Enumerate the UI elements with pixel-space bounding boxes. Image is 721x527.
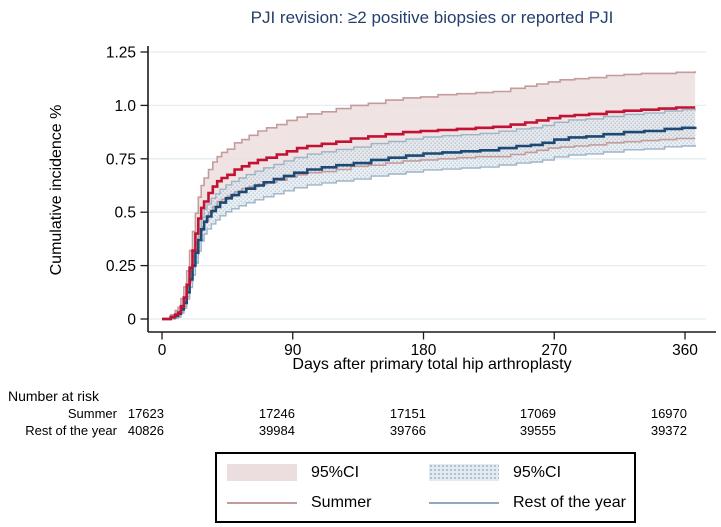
summer-curve	[162, 106, 696, 321]
y-axis-title: Cumulative incidence %	[48, 104, 65, 276]
y-tick-label: 0	[127, 312, 136, 329]
x-tick-label: 360	[672, 342, 698, 359]
risk-value: 40826	[127, 423, 164, 438]
y-tick-label: 1.0	[114, 98, 136, 115]
legend: 95%CI 95%CI Summer Rest of the year	[215, 452, 636, 523]
legend-label: 95%CI	[311, 463, 360, 481]
legend-swatch-summer-ci	[227, 464, 297, 481]
legend-line-rest	[429, 501, 499, 504]
x-tick-label: 180	[411, 342, 437, 359]
y-tick-label: 0.75	[106, 151, 136, 168]
x-tick-label: 270	[541, 342, 567, 359]
x-axis-title: Days after primary total hip arthroplast…	[292, 356, 572, 373]
risk-value: 17246	[258, 406, 295, 421]
risk-row-label: Rest of the year	[25, 423, 117, 438]
y-tick-label: 1.25	[106, 45, 136, 62]
legend-label: 95%CI	[513, 463, 562, 481]
legend-label: Summer	[311, 493, 372, 511]
rest-ci-band	[162, 108, 696, 319]
risk-value: 39372	[650, 423, 687, 438]
risk-row-label: Summer	[67, 406, 117, 421]
risk-value: 39555	[519, 423, 556, 438]
summer-ci-upper-edge	[162, 71, 696, 320]
risk-value: 17069	[519, 406, 556, 421]
legend-swatch-rest-ci	[429, 464, 499, 481]
risk-value: 39984	[258, 423, 295, 438]
x-tick-label: 90	[284, 342, 302, 359]
risk-value: 17623	[127, 406, 164, 421]
risk-value: 39766	[389, 423, 426, 438]
legend-label: Rest of the year	[513, 493, 626, 511]
chart-title: PJI revision: ≥2 positive biopsies or re…	[250, 8, 614, 27]
legend-line-summer	[227, 501, 297, 504]
risk-value: 17151	[389, 406, 426, 421]
y-tick-label: 0.25	[106, 258, 136, 275]
risk-value: 16970	[650, 406, 687, 421]
y-tick-label: 0.5	[114, 205, 136, 222]
risk-table-heading: Number at risk	[8, 388, 100, 404]
x-tick-label: 0	[158, 342, 167, 359]
